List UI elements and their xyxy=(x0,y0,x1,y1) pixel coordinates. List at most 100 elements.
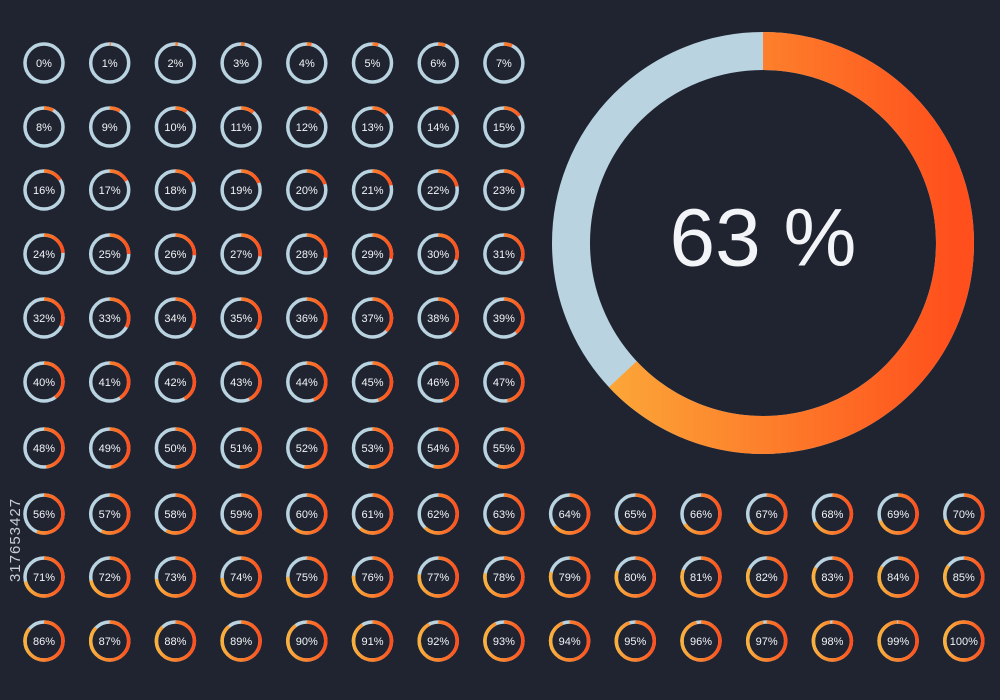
ring-progress xyxy=(483,556,525,598)
ring-progress xyxy=(417,493,459,535)
ring-progress xyxy=(417,361,459,403)
ring-progress xyxy=(483,106,525,148)
ring-label: 27% xyxy=(230,249,252,261)
ring-label: 61% xyxy=(361,509,383,521)
ring-label: 8% xyxy=(36,122,52,134)
ring-label: 17% xyxy=(99,185,121,197)
ring-label: 76% xyxy=(361,572,383,584)
ring-progress xyxy=(220,556,262,598)
ring-progress xyxy=(417,620,459,662)
ring-progress xyxy=(23,427,65,469)
ring-label: 28% xyxy=(296,249,318,261)
ring-label: 88% xyxy=(164,636,186,648)
ring-progress xyxy=(286,493,328,535)
ring-progress xyxy=(88,427,131,469)
ring-progress xyxy=(23,297,65,339)
ring-label: 22% xyxy=(427,185,449,197)
ring-progress xyxy=(286,42,328,84)
ring-label: 72% xyxy=(99,572,121,584)
ring-progress xyxy=(286,106,328,148)
ring-label: 36% xyxy=(296,313,318,325)
ring-label: 38% xyxy=(427,313,449,325)
ring-label: 96% xyxy=(690,636,712,648)
ring-label: 21% xyxy=(361,185,383,197)
ring-label: 91% xyxy=(361,636,383,648)
ring-progress xyxy=(483,297,525,339)
ring-progress xyxy=(23,620,65,662)
ring-label: 44% xyxy=(296,377,318,389)
ring-label: 1% xyxy=(102,58,118,70)
ring-progress xyxy=(220,620,262,662)
ring-progress xyxy=(220,169,262,211)
ring-progress xyxy=(286,427,328,469)
ring-label: 95% xyxy=(624,636,646,648)
ring-label: 42% xyxy=(164,377,186,389)
ring-progress xyxy=(483,620,525,662)
ring-label: 51% xyxy=(230,443,252,455)
ring-progress xyxy=(680,493,722,535)
ring-progress xyxy=(351,361,394,403)
ring-label: 56% xyxy=(33,509,55,521)
ring-label: 92% xyxy=(427,636,449,648)
ring-label: 19% xyxy=(230,185,252,197)
ring-progress xyxy=(483,233,525,275)
ring-label: 39% xyxy=(493,313,515,325)
ring-progress xyxy=(88,493,131,535)
ring-progress xyxy=(154,106,197,148)
ring-progress xyxy=(548,493,591,535)
ring-progress xyxy=(811,620,854,662)
ring-progress xyxy=(88,42,131,84)
ring-label: 54% xyxy=(427,443,449,455)
ring-label: 12% xyxy=(296,122,318,134)
ring-label: 34% xyxy=(164,313,186,325)
ring-progress xyxy=(483,42,525,84)
ring-label: 63% xyxy=(493,509,515,521)
ring-label: 89% xyxy=(230,636,252,648)
ring-label: 94% xyxy=(559,636,581,648)
ring-progress xyxy=(877,493,919,535)
ring-label: 37% xyxy=(361,313,383,325)
ring-label: 79% xyxy=(559,572,581,584)
ring-label: 73% xyxy=(164,572,186,584)
ring-label: 45% xyxy=(361,377,383,389)
ring-progress xyxy=(154,556,197,598)
ring-label: 78% xyxy=(493,572,515,584)
ring-label: 77% xyxy=(427,572,449,584)
ring-progress xyxy=(286,233,328,275)
ring-label: 35% xyxy=(230,313,252,325)
ring-label: 52% xyxy=(296,443,318,455)
ring-label: 70% xyxy=(953,509,975,521)
ring-progress xyxy=(23,169,65,211)
ring-label: 100% xyxy=(950,636,978,648)
ring-progress xyxy=(680,556,722,598)
ring-progress xyxy=(154,493,197,535)
ring-label: 33% xyxy=(99,313,121,325)
ring-label: 20% xyxy=(296,185,318,197)
ring-label: 41% xyxy=(99,377,121,389)
ring-label: 71% xyxy=(33,572,55,584)
ring-label: 83% xyxy=(821,572,843,584)
ring-progress xyxy=(745,556,788,598)
ring-progress xyxy=(220,297,262,339)
ring-progress xyxy=(286,361,328,403)
ring-label: 50% xyxy=(164,443,186,455)
ring-label: 84% xyxy=(887,572,909,584)
ring-label: 32% xyxy=(33,313,55,325)
ring-track xyxy=(23,42,65,84)
ring-progress xyxy=(220,493,262,535)
ring-progress xyxy=(877,620,919,662)
ring-progress xyxy=(614,620,657,662)
ring-progress xyxy=(154,361,197,403)
ring-label: 4% xyxy=(299,58,315,70)
ring-progress xyxy=(88,297,131,339)
ring-label: 90% xyxy=(296,636,318,648)
ring-progress xyxy=(614,556,657,598)
ring-label: 81% xyxy=(690,572,712,584)
ring-progress xyxy=(351,169,394,211)
ring-label: 74% xyxy=(230,572,252,584)
ring-label: 64% xyxy=(559,509,581,521)
ring-progress xyxy=(351,620,394,662)
ring-label: 16% xyxy=(33,185,55,197)
ring-label: 63 % xyxy=(670,193,857,284)
ring-progress xyxy=(351,556,394,598)
